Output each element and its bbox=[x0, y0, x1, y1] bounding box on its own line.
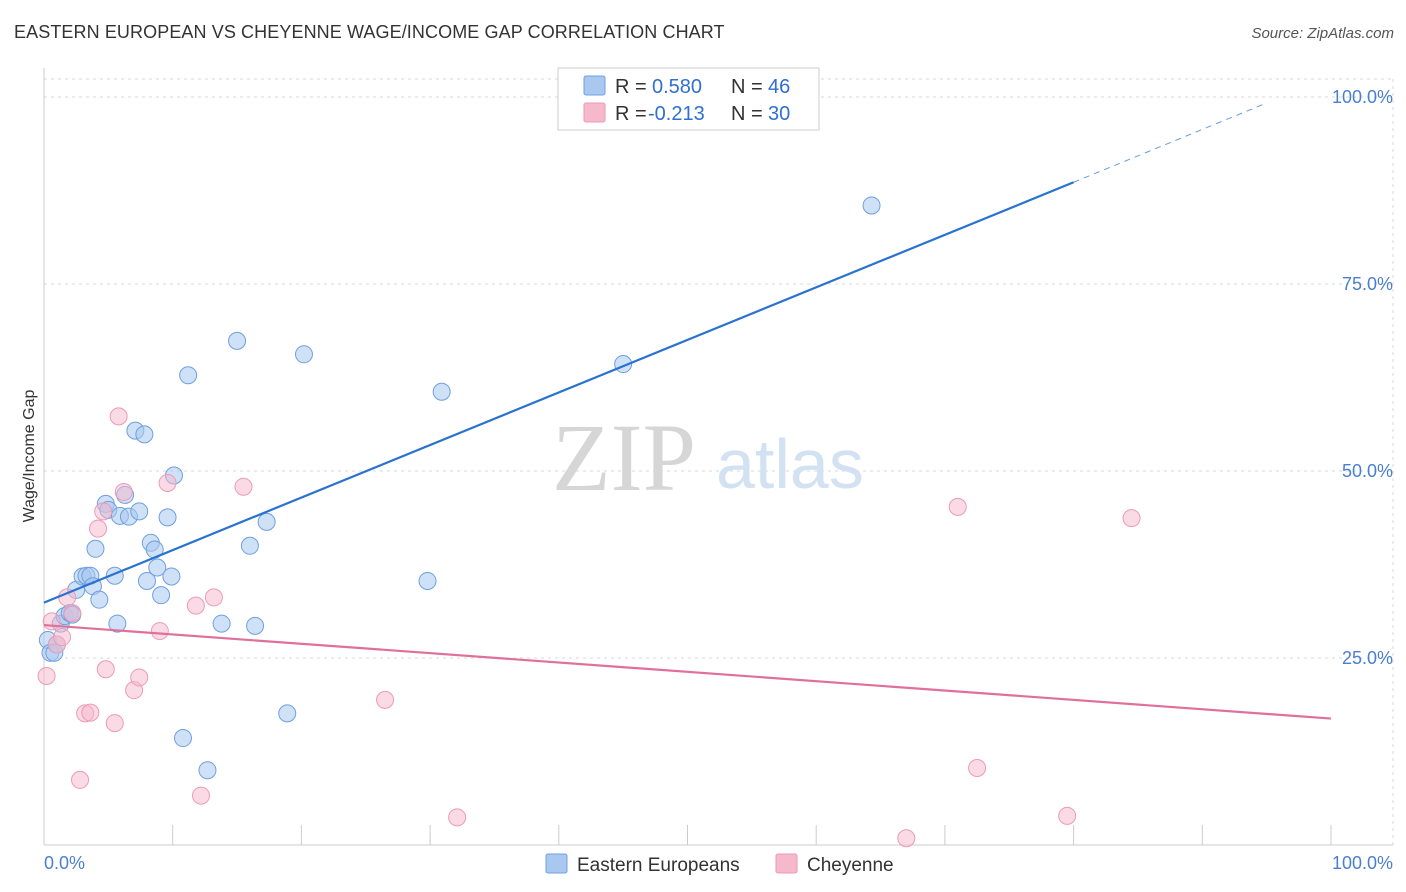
cheyenne-point bbox=[204, 588, 223, 607]
eastern-europeans-point bbox=[108, 614, 127, 633]
legend-n-value-blue: 46 bbox=[768, 76, 790, 98]
legend-r-label-pink: R = bbox=[615, 103, 647, 125]
axes bbox=[43, 68, 1393, 846]
eastern-europeans-point bbox=[862, 196, 881, 215]
cheyenne-point bbox=[109, 407, 128, 426]
legend-swatch-pink bbox=[583, 102, 606, 123]
eastern-europeans-point bbox=[212, 614, 231, 633]
y-tick-label-0: 25.0% bbox=[1342, 648, 1393, 668]
cheyenne-point bbox=[37, 666, 56, 685]
cheyenne-point bbox=[376, 690, 395, 709]
cheyenne-point bbox=[94, 502, 113, 521]
eastern-europeans-point bbox=[246, 616, 265, 635]
eastern-europeans-point bbox=[278, 704, 297, 723]
cheyenne-point bbox=[158, 473, 177, 492]
chart-title: EASTERN EUROPEAN VS CHEYENNE WAGE/INCOME… bbox=[14, 22, 725, 42]
series-legend: Eastern Europeans Cheyenne bbox=[545, 853, 894, 876]
watermark-atlas: atlas bbox=[716, 425, 864, 503]
cheyenne-point bbox=[186, 596, 205, 615]
y-tick-labels: 25.0% 50.0% 75.0% 100.0% bbox=[1332, 87, 1393, 668]
bottom-legend-label-cheyenne: Cheyenne bbox=[807, 855, 894, 876]
legend-r-value-pink: -0.213 bbox=[648, 103, 705, 125]
y-tick-label-1: 50.0% bbox=[1342, 461, 1393, 481]
legend-r-label-blue: R = bbox=[615, 76, 647, 98]
eastern-europeans-point bbox=[294, 345, 313, 364]
x-tick-labels: 0.0% 100.0% bbox=[44, 853, 1393, 873]
cheyenne-point bbox=[81, 703, 100, 722]
cheyenne-point bbox=[1058, 806, 1077, 825]
cheyenne-point bbox=[1122, 509, 1141, 528]
eastern-europeans-point bbox=[198, 761, 217, 780]
cheyenne-point bbox=[897, 829, 916, 848]
cheyenne-point bbox=[96, 660, 115, 679]
eastern-europeans-point bbox=[86, 539, 105, 558]
eastern-europeans-point bbox=[179, 366, 198, 385]
legend-swatch-blue bbox=[583, 75, 606, 96]
cheyenne-point bbox=[948, 497, 967, 516]
eastern-europeans-point bbox=[158, 508, 177, 527]
eastern-europeans-trendline bbox=[43, 181, 1075, 604]
eastern-europeans-point bbox=[162, 567, 181, 586]
y-tick-label-3: 100.0% bbox=[1332, 87, 1393, 107]
source-credit: Source: ZipAtlas.com bbox=[1251, 25, 1394, 42]
eastern-europeans-trendline-extension bbox=[1073, 102, 1267, 183]
cheyenne-point bbox=[53, 628, 72, 647]
eastern-europeans-point bbox=[148, 558, 167, 577]
cheyenne-point bbox=[968, 758, 987, 777]
cheyenne-point bbox=[150, 622, 169, 641]
bottom-legend-swatch-pink bbox=[775, 853, 798, 874]
cheyenne-trendline bbox=[43, 623, 1332, 720]
watermark-zip: ZIP bbox=[552, 404, 696, 511]
legend-n-label-blue: N = bbox=[731, 76, 763, 98]
cheyenne-point bbox=[89, 519, 108, 538]
trendlines bbox=[43, 102, 1332, 720]
bottom-legend-swatch-blue bbox=[545, 853, 568, 874]
cheyenne-point bbox=[114, 482, 133, 501]
cheyenne-point bbox=[234, 477, 253, 496]
eastern-europeans-point bbox=[418, 571, 437, 590]
cheyenne-point bbox=[42, 612, 61, 631]
bottom-legend-label-eastern-europeans: Eastern Europeans bbox=[577, 855, 740, 876]
eastern-europeans-point bbox=[152, 586, 171, 605]
eastern-europeans-point bbox=[257, 512, 276, 531]
eastern-europeans-point bbox=[173, 729, 192, 748]
eastern-europeans-point bbox=[130, 502, 149, 521]
cheyenne-point bbox=[63, 604, 82, 623]
eastern-europeans-point bbox=[240, 536, 259, 555]
cheyenne-point bbox=[448, 808, 467, 827]
cheyenne-point bbox=[105, 714, 124, 733]
eastern-europeans-point bbox=[135, 425, 154, 444]
cheyenne-point bbox=[130, 668, 149, 687]
eastern-europeans-point bbox=[228, 331, 247, 350]
eastern-europeans-point bbox=[137, 571, 156, 590]
y-axis-label: Wage/Income Gap bbox=[21, 390, 38, 523]
cheyenne-points bbox=[37, 407, 1141, 848]
legend-n-label-pink: N = bbox=[731, 103, 763, 125]
eastern-europeans-point bbox=[90, 590, 109, 609]
cheyenne-point bbox=[71, 770, 90, 789]
watermark: ZIP atlas bbox=[552, 404, 864, 511]
eastern-europeans-point bbox=[432, 382, 451, 401]
legend-r-value-blue: 0.580 bbox=[652, 76, 702, 98]
stats-legend: R = 0.580 N = 46 R = -0.213 N = 30 bbox=[557, 67, 820, 131]
x-tick-label-1: 100.0% bbox=[1332, 853, 1393, 873]
x-tick-label-0: 0.0% bbox=[44, 853, 85, 873]
cheyenne-point bbox=[192, 786, 211, 805]
legend-n-value-pink: 30 bbox=[768, 103, 790, 125]
y-tick-label-2: 75.0% bbox=[1342, 274, 1393, 294]
